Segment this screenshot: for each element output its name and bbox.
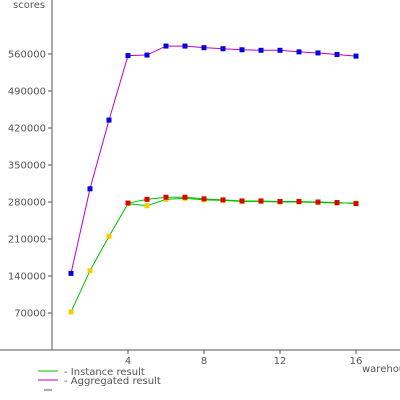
aggregated-series-point	[334, 52, 340, 58]
aggregated-series-point	[258, 47, 264, 53]
series-layer	[68, 43, 359, 315]
y-tick-label: 490000	[8, 87, 46, 98]
instance-series-point	[87, 268, 93, 274]
instance-series-2-point	[144, 196, 150, 202]
x-axis-label: warehouses	[362, 364, 400, 375]
aggregated-series-point	[68, 270, 74, 276]
aggregated-series-point	[353, 53, 359, 59]
instance-series-2-point	[220, 197, 226, 203]
y-tick-label: 140000	[8, 272, 46, 283]
y-ticks: 70000 140000 210000 280000 350000 420000 49000…	[8, 50, 52, 320]
axes: scores warehouses	[0, 0, 400, 375]
x-tick-label: 16	[350, 356, 363, 367]
y-tick-label: 70000	[14, 309, 46, 320]
instance-series-2-point	[201, 196, 207, 202]
instance-series-2-point	[258, 198, 264, 204]
instance-series-2-point	[315, 199, 321, 205]
instance-series-line	[70, 197, 356, 313]
y-tick-label: 210000	[8, 235, 46, 246]
aggregated-series-point	[106, 117, 112, 123]
instance-series-2-point	[277, 198, 283, 204]
y-tick-label: 560000	[8, 50, 46, 61]
aggregated-series-line	[70, 45, 357, 274]
aggregated-series-point	[87, 186, 93, 192]
legend-label-aggregated: - Aggregated result	[64, 376, 161, 387]
instance-series-2-point	[353, 201, 359, 207]
aggregated-series-point	[201, 45, 207, 51]
aggregated-series-point	[220, 46, 226, 52]
instance-series-point	[106, 233, 112, 239]
instance-series-2-point	[163, 194, 169, 200]
x-tick-label: 12	[274, 356, 287, 367]
x-ticks: 4 8 12 16	[125, 350, 363, 367]
y-axis-label: scores	[13, 0, 45, 11]
aggregated-series-point	[315, 50, 321, 56]
legend: - Instance result - Aggregated result	[38, 367, 161, 391]
aggregated-series-point	[277, 47, 283, 53]
aggregated-series-point	[296, 49, 302, 55]
y-tick-label: 420000	[8, 124, 46, 135]
x-tick-label: 8	[201, 356, 207, 367]
instance-series-2-point	[296, 198, 302, 204]
instance-series-point	[144, 203, 150, 209]
aggregated-series-point	[144, 52, 150, 58]
instance-series-2-point	[182, 194, 188, 200]
legend-label-instance: - Instance result	[64, 367, 145, 378]
x-tick-label: 4	[125, 356, 131, 367]
aggregated-series-point	[163, 43, 169, 49]
aggregated-series-point	[182, 43, 188, 49]
instance-series-2-point	[239, 198, 245, 204]
aggregated-series-point	[239, 47, 245, 53]
aggregated-series-point	[125, 53, 131, 59]
y-tick-label: 350000	[8, 161, 46, 172]
y-tick-label: 280000	[8, 198, 46, 209]
instance-series-point	[68, 309, 74, 315]
instance-series-2-point	[125, 200, 131, 206]
instance-series-2-point	[334, 200, 340, 206]
